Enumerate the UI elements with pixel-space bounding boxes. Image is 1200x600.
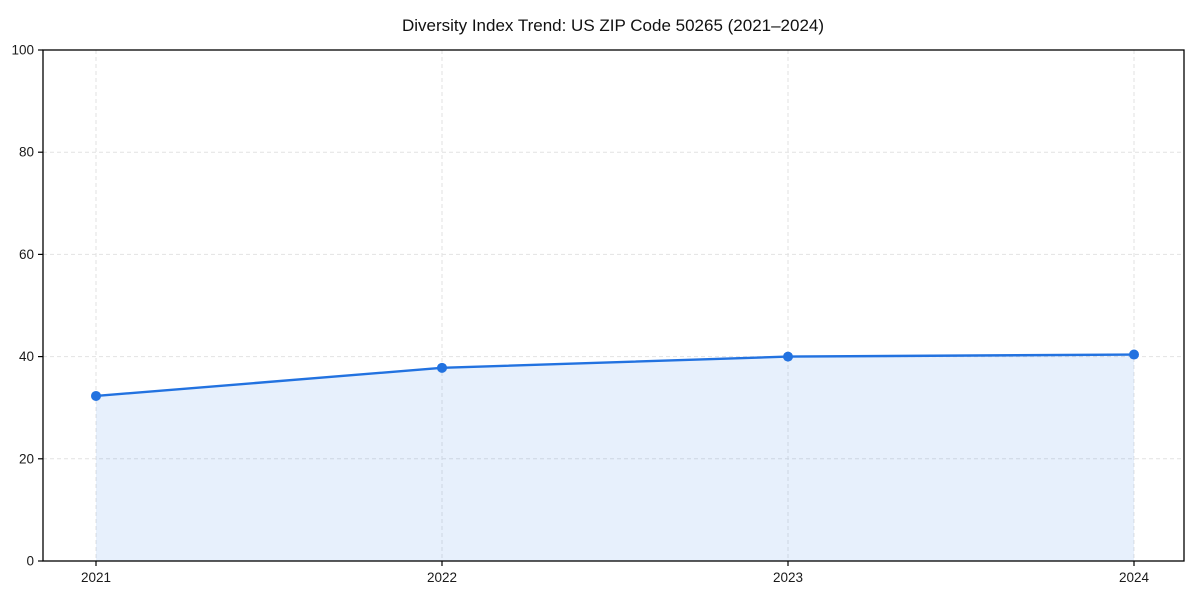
y-tick-label-100: 100 <box>11 43 34 58</box>
chart-title: Diversity Index Trend: US ZIP Code 50265… <box>402 16 824 35</box>
x-tick-label-2021: 2021 <box>81 570 111 585</box>
x-tick-label-2022: 2022 <box>427 570 457 585</box>
y-tick-label-60: 60 <box>19 247 34 262</box>
y-tick-label-0: 0 <box>26 554 34 569</box>
y-tick-label-80: 80 <box>19 145 34 160</box>
x-tick-label-2023: 2023 <box>773 570 803 585</box>
series-layer <box>91 349 1139 561</box>
axes-layer: 0 20 40 60 80 100 2021 2022 2023 2024 <box>11 43 1185 585</box>
x-tick-label-2024: 2024 <box>1119 570 1150 585</box>
data-point-2021 <box>91 390 101 401</box>
data-point-2022 <box>437 362 447 373</box>
y-tick-label-20: 20 <box>19 451 34 466</box>
data-point-2023 <box>783 351 793 362</box>
plot-border <box>42 49 1185 562</box>
area-fill <box>96 354 1134 561</box>
y-tick-label-40: 40 <box>19 349 34 364</box>
trend-line <box>94 353 1136 398</box>
grid-layer <box>43 50 1184 561</box>
data-point-2024 <box>1129 349 1139 360</box>
